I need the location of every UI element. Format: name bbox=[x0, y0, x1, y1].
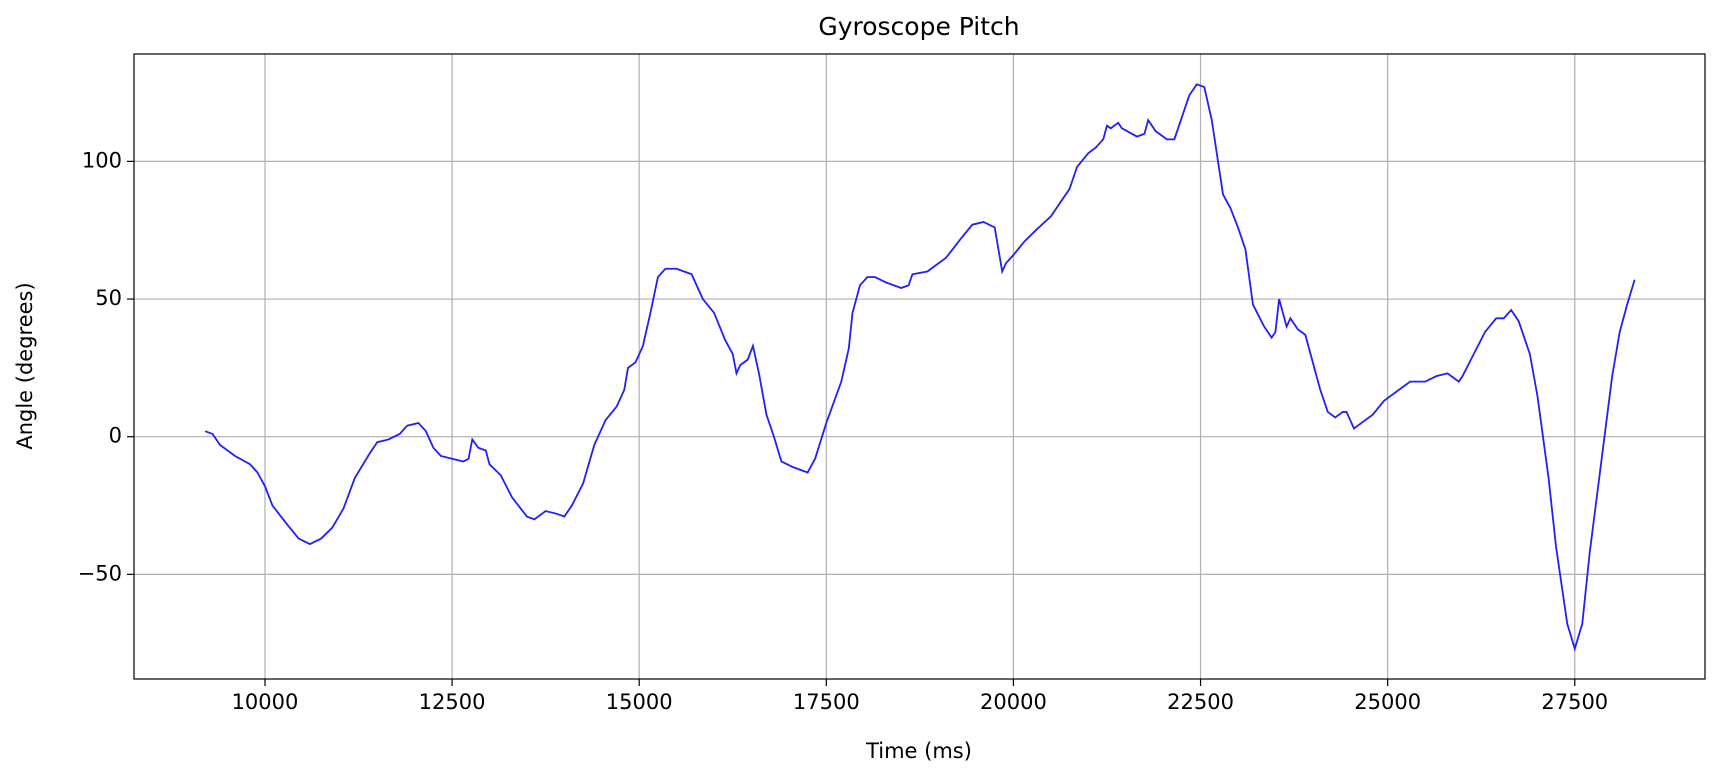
x-tick-label: 17500 bbox=[793, 690, 860, 714]
x-tick-label: 15000 bbox=[606, 690, 673, 714]
y-axis-label: Angle (degrees) bbox=[13, 282, 37, 449]
x-tick-label: 27500 bbox=[1541, 690, 1608, 714]
x-tick-label: 20000 bbox=[980, 690, 1047, 714]
y-tick-label: 50 bbox=[95, 286, 122, 310]
chart-title: Gyroscope Pitch bbox=[818, 12, 1019, 41]
x-tick-label: 12500 bbox=[419, 690, 486, 714]
data-line bbox=[204, 83, 1636, 652]
x-tick-label: 10000 bbox=[232, 690, 299, 714]
x-tick-label: 22500 bbox=[1167, 690, 1234, 714]
x-axis-label: Time (ms) bbox=[865, 739, 972, 763]
y-tick-label: 100 bbox=[82, 148, 122, 172]
x-tick-label: 25000 bbox=[1354, 690, 1421, 714]
y-tick-label: −50 bbox=[78, 561, 122, 585]
y-tick-label: 0 bbox=[109, 424, 122, 448]
plot-frame bbox=[133, 53, 1706, 680]
